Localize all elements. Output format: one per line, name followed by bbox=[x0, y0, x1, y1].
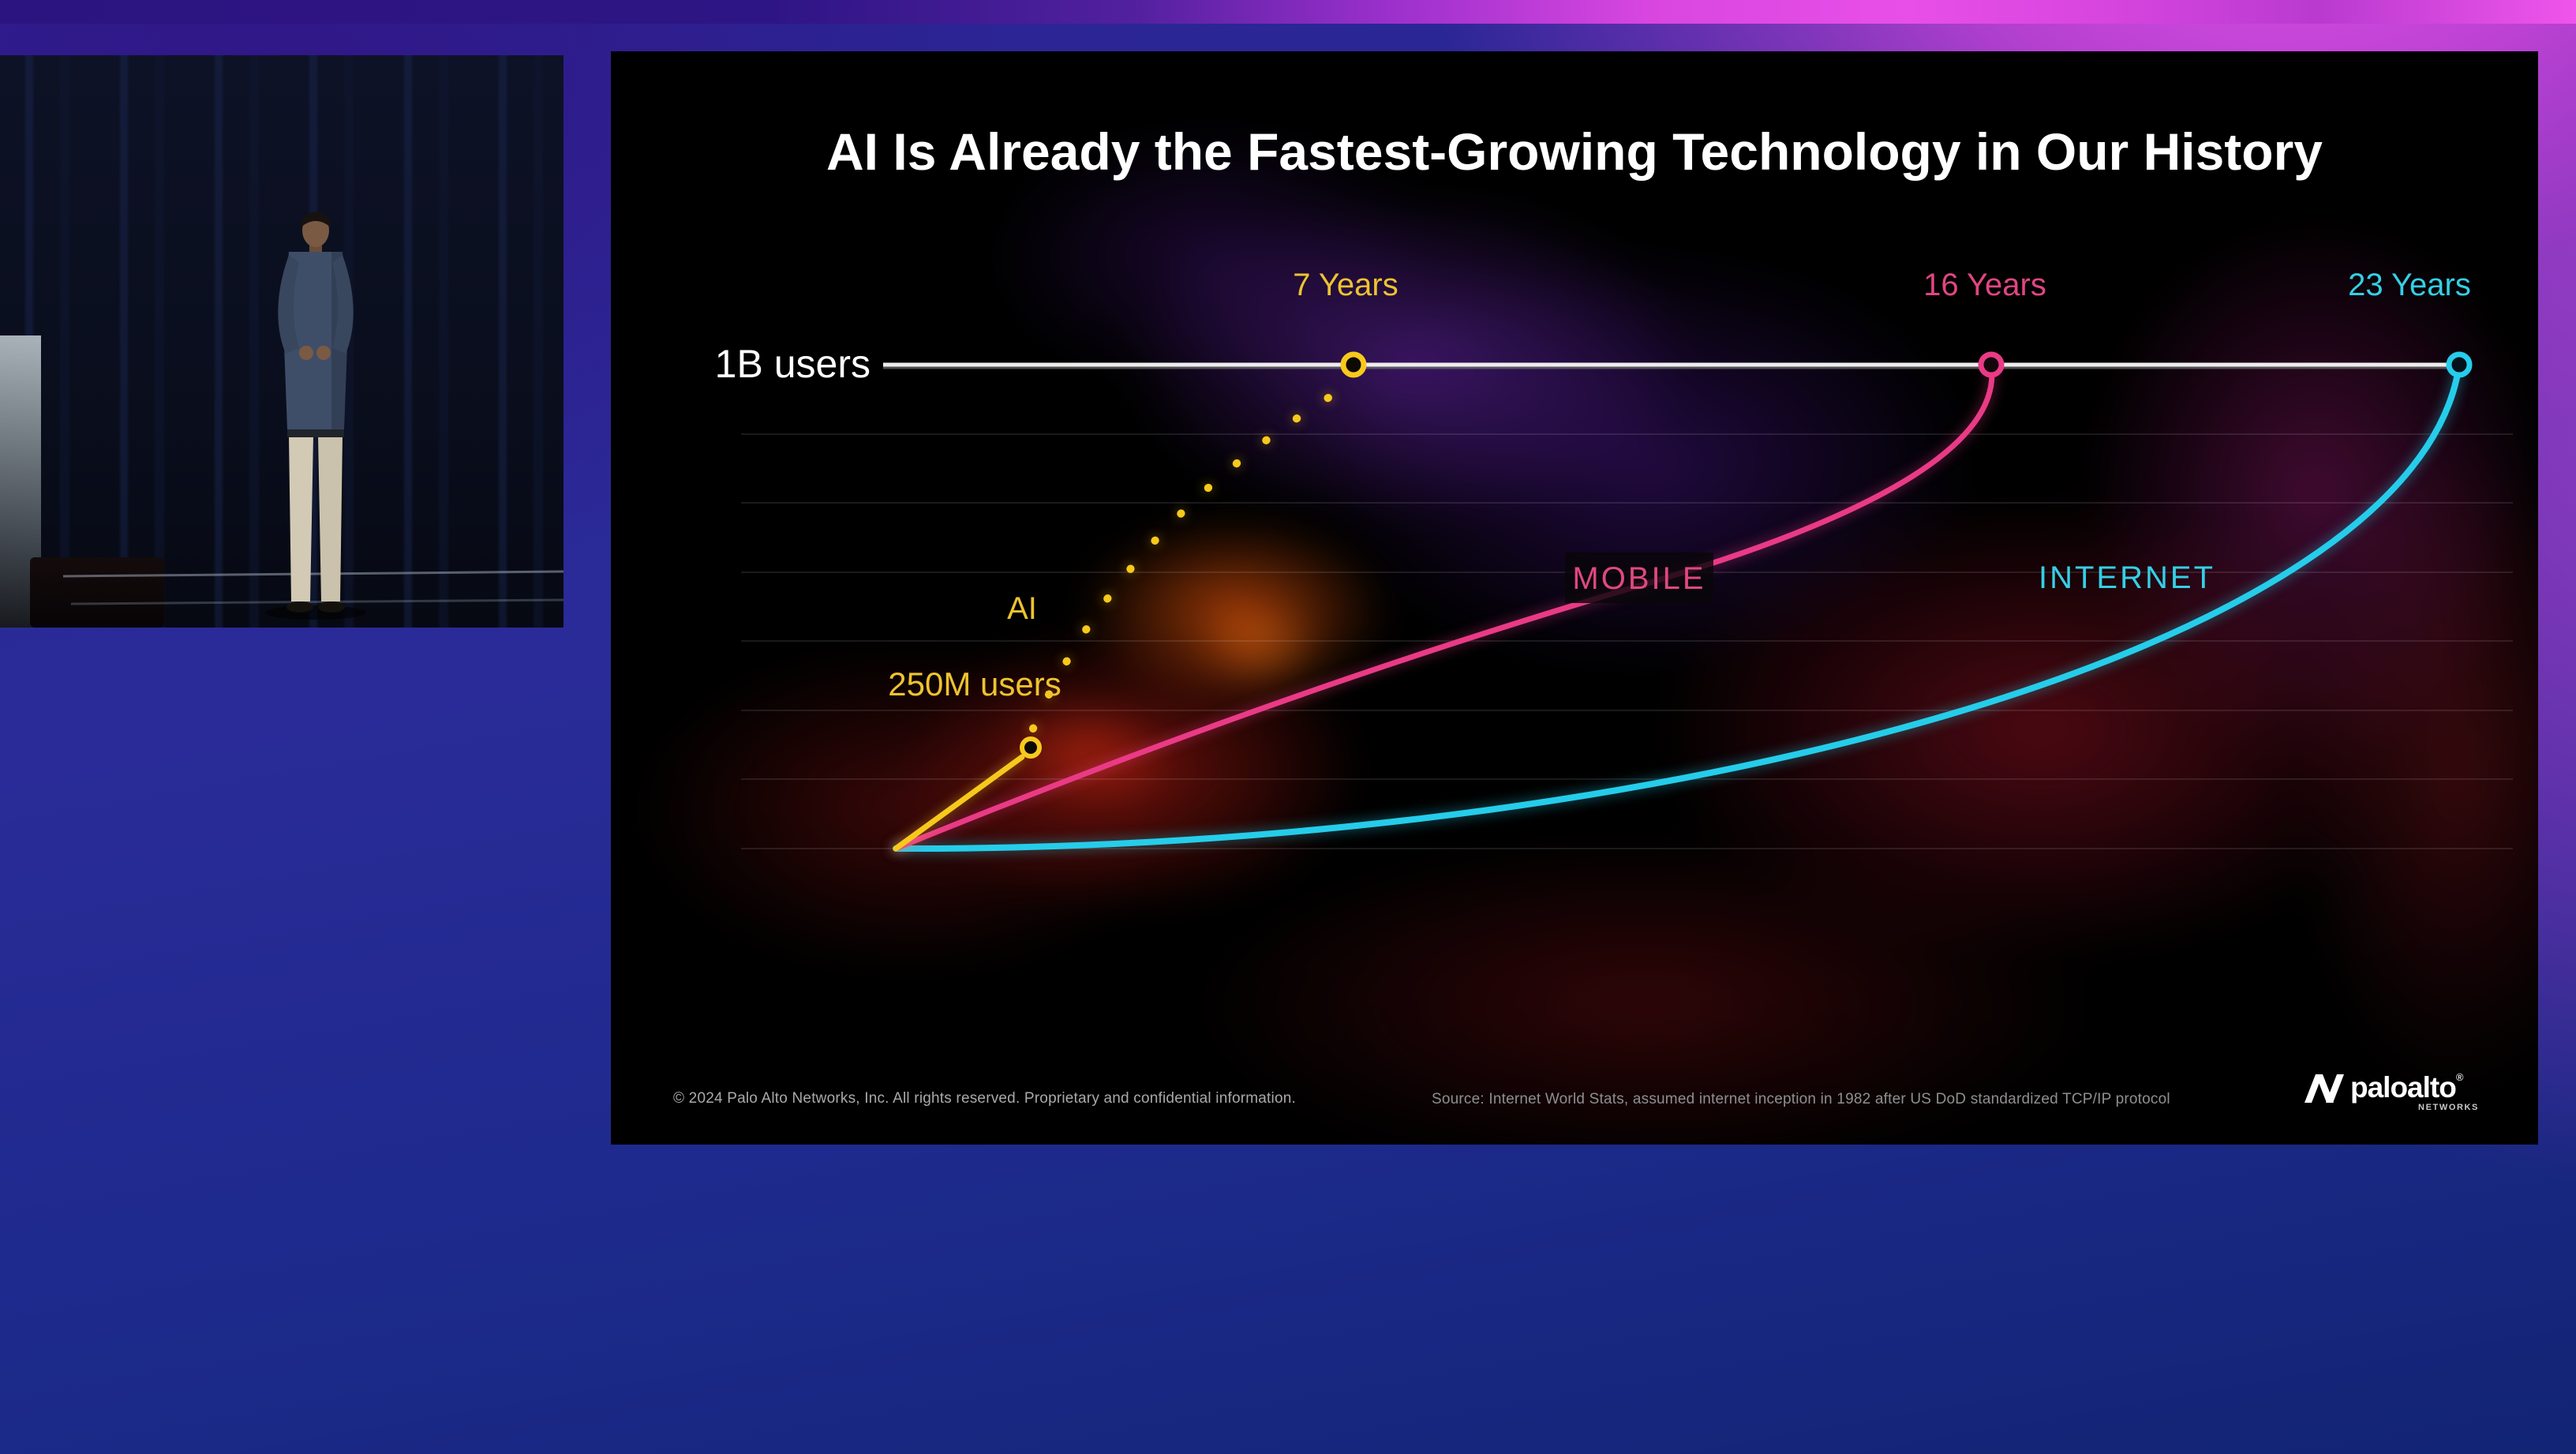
presenter-shadow bbox=[265, 605, 366, 620]
mobile-label-box bbox=[1565, 553, 1713, 603]
slide-panel: AI Is Already the Fastest-Growing Techno… bbox=[611, 51, 2538, 1145]
presenter-arm bbox=[332, 255, 354, 354]
ai-curve-projection-dotted bbox=[1029, 384, 1349, 733]
ai-curve-solid bbox=[893, 754, 1025, 852]
reference-line-label: 1B users bbox=[715, 342, 871, 386]
paloalto-logo: paloalto® NETWORKS bbox=[2305, 1071, 2486, 1119]
ai-milestone-marker-icon bbox=[1020, 736, 1042, 759]
paloalto-logo-text: paloalto® bbox=[2350, 1071, 2464, 1104]
mobile-1b-marker-icon bbox=[1978, 351, 2005, 378]
slide-title: AI Is Already the Fastest-Growing Techno… bbox=[826, 122, 2323, 181]
ai-1b-marker-icon bbox=[1340, 351, 1367, 378]
presenter-shirt bbox=[283, 252, 348, 429]
series-label-internet: INTERNET bbox=[2039, 560, 2215, 595]
series-label-ai: AI bbox=[1007, 591, 1037, 626]
presenter-leg bbox=[289, 436, 313, 601]
copyright-text: © 2024 Palo Alto Networks, Inc. All righ… bbox=[673, 1090, 1296, 1107]
source-text: Source: Internet World Stats, assumed in… bbox=[1432, 1091, 2170, 1107]
stage-edge-line bbox=[70, 598, 564, 605]
mobile-curve bbox=[893, 362, 1995, 852]
registered-mark: ® bbox=[2455, 1071, 2464, 1083]
top-gradient-strip bbox=[0, 0, 2576, 24]
growth-chart: AI Is Already the Fastest-Growing Techno… bbox=[715, 122, 2513, 853]
series-label-mobile-group: MOBILE bbox=[1565, 553, 1713, 603]
stage-prop bbox=[30, 557, 164, 628]
milestone-label: 250M users bbox=[888, 665, 1061, 703]
logo-brand-word: paloalto bbox=[2350, 1071, 2457, 1104]
presenter-shoe bbox=[318, 601, 345, 613]
internet-curve bbox=[893, 362, 2462, 853]
paloalto-logo-mark-icon bbox=[2305, 1074, 2344, 1103]
presenter-video bbox=[0, 55, 564, 628]
internet-1b-marker-icon bbox=[2446, 351, 2473, 378]
year-label-ai: 7 Years bbox=[1293, 268, 1398, 302]
presenter-leg bbox=[318, 436, 343, 601]
year-label-mobile: 16 Years bbox=[1923, 268, 2046, 302]
stage-edge-line bbox=[62, 570, 564, 578]
presenter-hair bbox=[301, 212, 331, 227]
presenter-arm bbox=[278, 255, 299, 354]
year-label-internet: 23 Years bbox=[2348, 268, 2471, 302]
presenter-figure bbox=[62, 212, 564, 620]
series-label-mobile: MOBILE bbox=[1572, 561, 1705, 596]
presenter-hand bbox=[299, 346, 313, 360]
presenter-shoe bbox=[286, 601, 313, 613]
paloalto-logo-networks: NETWORKS bbox=[2418, 1103, 2479, 1112]
presenter-hand bbox=[316, 346, 331, 360]
